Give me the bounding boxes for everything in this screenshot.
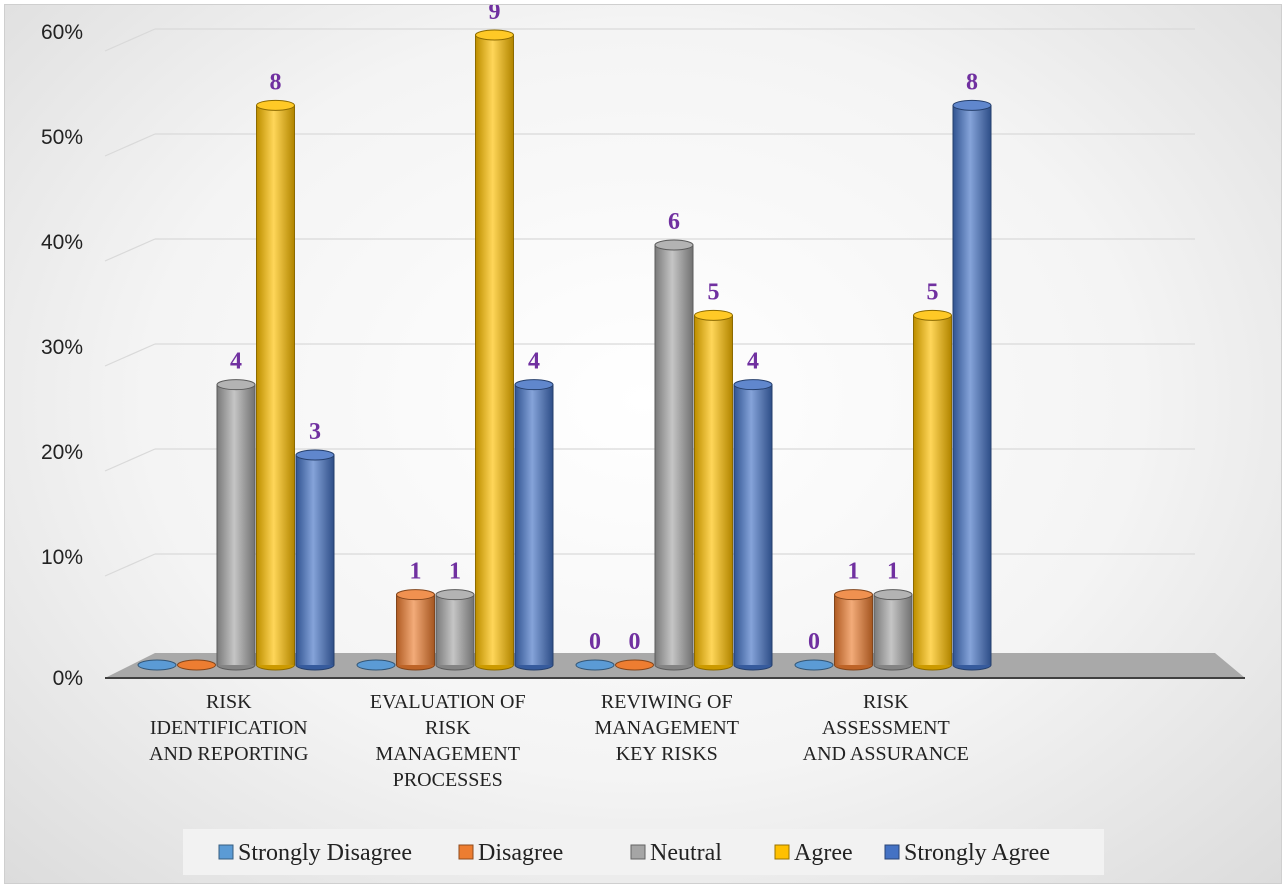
bar-disagree [396, 589, 435, 671]
data-label: 1 [848, 559, 860, 585]
y-tick-label: 10% [41, 546, 83, 569]
y-tick-label: 20% [41, 441, 83, 464]
bar-neutral [435, 589, 475, 671]
bars [137, 29, 992, 671]
bar-agree [475, 29, 514, 671]
bar-strongly-disagree [794, 659, 834, 671]
category-label: RISK ASSESSMENT AND ASSURANCE [803, 691, 969, 765]
legend-label: Neutral [650, 840, 722, 866]
data-labels: 4 8 3 1 1 9 4 0 0 6 5 4 0 1 1 5 8 [230, 5, 978, 655]
bar-chart: 0% 10% 20% 30% 40% 50% 60% 4 8 3 1 1 9 4 0 0 6 5 4 0 1 1 5 8 R… [41, 5, 1245, 875]
gridline-diag [104, 343, 156, 367]
bar-strongly-agree [514, 379, 554, 671]
legend-swatch [630, 844, 646, 860]
data-label: 8 [270, 69, 282, 95]
data-label: 4 [528, 349, 540, 375]
data-label: 0 [629, 629, 641, 655]
data-label: 0 [808, 629, 820, 655]
category-label-line: MANAGEMENT [595, 717, 739, 739]
legend-item: Disagree [458, 840, 563, 866]
legend: Strongly Disagree Disagree Neutral Agree Str… [183, 829, 1104, 875]
category-label-line: RISK [206, 691, 252, 713]
bar-neutral [873, 589, 913, 671]
legend-label: Agree [794, 840, 853, 866]
category-label: RISK IDENTIFICATION AND REPORTING [149, 691, 308, 765]
data-label: 5 [708, 279, 720, 305]
y-tick-label: 0% [53, 667, 83, 690]
data-label: 9 [489, 5, 501, 25]
gridline-diag [104, 238, 156, 262]
bar-strongly-agree [952, 99, 992, 671]
category-label-line: PROCESSES [393, 769, 503, 791]
legend-swatch [884, 844, 900, 860]
x-axis-category-labels: RISK IDENTIFICATION AND REPORTING EVALUATIO… [149, 691, 969, 791]
y-tick-label: 60% [41, 21, 83, 44]
category-label: EVALUATION OF RISK MANAGEMENT PROCESSES [370, 691, 526, 791]
y-tick-label: 50% [41, 126, 83, 149]
legend-swatch [774, 844, 790, 860]
legend-label: Strongly Agree [904, 840, 1050, 866]
gridline-diag [104, 133, 156, 157]
category-label-line: AND REPORTING [149, 743, 308, 765]
data-label: 5 [927, 279, 939, 305]
bar-neutral [216, 379, 256, 671]
category-label-line: RISK [425, 717, 471, 739]
bar-disagree [177, 659, 216, 671]
category-label-line: IDENTIFICATION [150, 717, 308, 739]
category-label-line: AND ASSURANCE [803, 743, 969, 765]
legend-label: Strongly Disagree [238, 840, 412, 866]
data-label: 0 [589, 629, 601, 655]
y-tick-label: 40% [41, 231, 83, 254]
category-label-line: KEY RISKS [616, 743, 718, 765]
legend-item: Neutral [630, 840, 722, 866]
legend-item: Agree [774, 840, 853, 866]
bar-neutral [654, 239, 694, 671]
y-axis-tick-labels: 0% 10% 20% 30% 40% 50% 60% [41, 21, 83, 690]
data-label: 1 [449, 559, 461, 585]
gridline-diag [104, 28, 156, 52]
bar-strongly-agree [733, 379, 773, 671]
chart-area: 0% 10% 20% 30% 40% 50% 60% 4 8 3 1 1 9 4 0 0 6 5 4 0 1 1 5 8 R… [4, 4, 1282, 884]
category-label-line: REVIWING OF [601, 691, 733, 713]
gridline-diag [104, 448, 156, 472]
category-label: REVIWING OF MANAGEMENT KEY RISKS [595, 691, 739, 765]
legend-item: Strongly Disagree [218, 840, 412, 866]
legend-swatch [218, 844, 234, 860]
legend-item: Strongly Agree [884, 840, 1050, 866]
category-label-line: MANAGEMENT [376, 743, 520, 765]
bar-disagree [834, 589, 873, 671]
bar-disagree [615, 659, 654, 671]
gridline-diag [104, 553, 156, 577]
data-label: 4 [747, 349, 759, 375]
bar-strongly-agree [295, 449, 335, 671]
legend-swatch [458, 844, 474, 860]
bar-strongly-disagree [137, 659, 177, 671]
category-label-line: ASSESSMENT [822, 717, 950, 739]
legend-label: Disagree [478, 840, 563, 866]
data-label: 8 [966, 69, 978, 95]
data-label: 3 [309, 419, 321, 445]
bar-agree [256, 99, 295, 671]
y-tick-label: 30% [41, 336, 83, 359]
bar-strongly-disagree [356, 659, 396, 671]
bar-agree [694, 309, 733, 671]
category-label-line: RISK [863, 691, 909, 713]
bar-agree [913, 309, 952, 671]
category-label-line: EVALUATION OF [370, 691, 526, 713]
data-label: 4 [230, 349, 242, 375]
data-label: 6 [668, 209, 680, 235]
bar-strongly-disagree [575, 659, 615, 671]
data-label: 1 [410, 559, 422, 585]
data-label: 1 [887, 559, 899, 585]
